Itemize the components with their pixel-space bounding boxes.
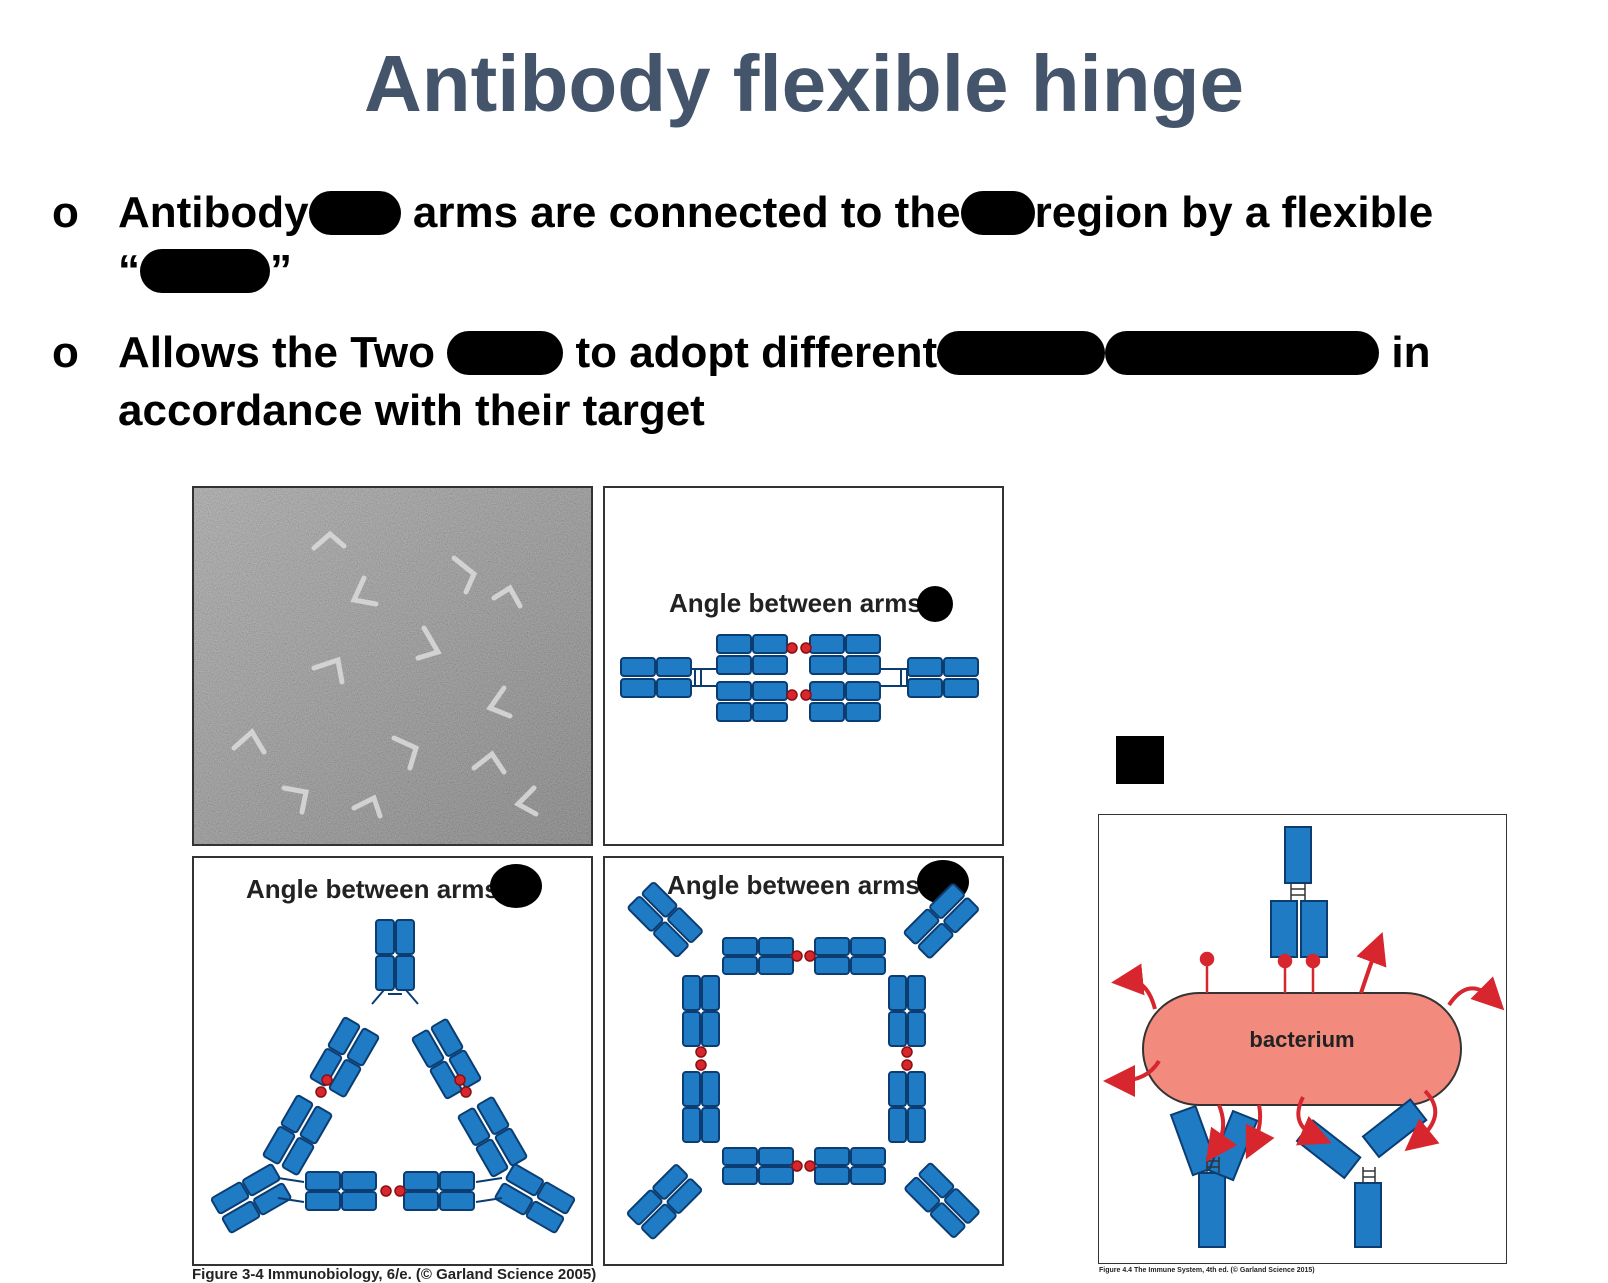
bullet-2-text-a: Allows the Two [118,328,435,377]
micrograph-panel [192,486,593,846]
panel-angle-straight: Angle between arms is [603,486,1004,846]
redaction-mark [308,191,401,235]
bullet-2-text-c: in [1391,328,1431,377]
bullet-marker: o [52,188,79,237]
triangle-antibody-diagram [210,864,576,1234]
figure-caption: Figure 4.4 The Immune System, 4th ed. (©… [1099,1267,1315,1274]
bacterium-panel: bacterium Figure 4.4 The Immune System, … [1098,814,1507,1274]
redaction-mark [1105,331,1380,375]
redaction-mark [447,331,564,375]
bullet-1-open-quote: “ [118,246,140,295]
bullet-1-text-a: Antibody [118,188,309,237]
panel-angle-triangle: Angle between arms is [192,856,596,1283]
bullet-2-text-b: to adopt different [575,328,938,377]
bullet-marker: o [52,328,79,377]
slide-title: Antibody flexible hinge [363,39,1245,128]
redaction-mark [960,191,1035,235]
redaction-mark [140,249,270,293]
bullet-1-text-b: arms are connected to the [412,188,961,237]
bullet-1-text-c: region by a flexible [1034,188,1434,237]
bullet-1-close-quote: ” [270,246,292,295]
angle-label: Angle between arms is [669,588,951,618]
bullet-1: Antibody arms are connected to the region… [118,184,1588,300]
angle-label: Angle between arms is [246,874,528,904]
redaction-square [1116,736,1164,784]
panel-angle-square: Angle between arms is [603,856,1004,1266]
figure-caption: Figure 3-4 Immunobiology, 6/e. (© Garlan… [192,1266,597,1283]
micrograph-image [194,488,591,844]
redaction-mark [917,586,953,622]
redaction-mark [937,331,1106,375]
bullet-2-text-d: accordance with their target [118,386,705,435]
straight-antibody-diagram [620,586,979,722]
bacterium-diagram: bacterium [1103,826,1505,1248]
redaction-mark [490,864,542,908]
bacterium-label: bacterium [1249,1027,1354,1052]
bullet-2: Allows the Two to adopt different in acc… [118,324,1588,440]
angle-label: Angle between arms is [667,870,949,900]
square-antibody-diagram [626,860,980,1240]
